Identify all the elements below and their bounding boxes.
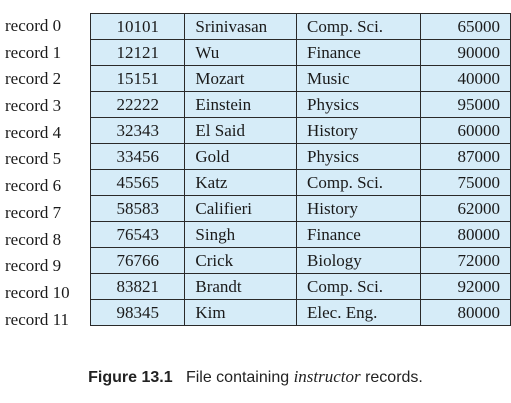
table-row: 33456 Gold Physics 87000 [89, 143, 511, 170]
records-table: 10101 Srinivasan Comp. Sci. 65000 12121 Wu Fin… [89, 13, 511, 326]
id-cell: 33456 [89, 143, 186, 170]
table-row: 76543 Singh Finance 80000 [89, 221, 511, 248]
table-row: 12121 Wu Finance 90000 [89, 39, 511, 66]
salary-cell: 87000 [420, 143, 511, 170]
name-cell: Singh [184, 221, 298, 248]
record-label: record 8 [5, 229, 62, 249]
id-cell: 83821 [89, 273, 186, 300]
dept-cell: Physics [296, 143, 422, 170]
figure-caption: Figure 13.1 File containing instructor r… [0, 367, 511, 387]
salary-cell: 62000 [420, 195, 511, 222]
name-cell: Califieri [184, 195, 298, 222]
salary-cell: 60000 [420, 117, 511, 144]
table-row: 22222 Einstein Physics 95000 [89, 91, 511, 118]
record-label: record 9 [5, 256, 62, 276]
record-label: record 7 [5, 202, 62, 222]
name-cell: Gold [184, 143, 298, 170]
id-cell: 45565 [89, 169, 186, 196]
salary-cell: 92000 [420, 273, 511, 300]
salary-cell: 75000 [420, 169, 511, 196]
name-cell: El Said [184, 117, 298, 144]
table-row: 15151 Mozart Music 40000 [89, 65, 511, 92]
dept-cell: Comp. Sci. [296, 273, 422, 300]
id-cell: 98345 [89, 299, 186, 326]
table-row: 76766 Crick Biology 72000 [89, 247, 511, 274]
id-cell: 76766 [89, 247, 186, 274]
table-row: 32343 El Said History 60000 [89, 117, 511, 144]
dept-cell: History [296, 117, 422, 144]
dept-cell: Comp. Sci. [296, 169, 422, 196]
name-cell: Einstein [184, 91, 298, 118]
dept-cell: Comp. Sci. [296, 13, 422, 40]
salary-cell: 65000 [420, 13, 511, 40]
record-label: record 2 [5, 69, 62, 89]
dept-cell: Elec. Eng. [296, 299, 422, 326]
table-row: 83821 Brandt Comp. Sci. 92000 [89, 273, 511, 300]
record-label: record 10 [5, 282, 70, 302]
record-label: record 0 [5, 16, 62, 35]
salary-cell: 40000 [420, 65, 511, 92]
salary-cell: 72000 [420, 247, 511, 274]
record-label: record 4 [5, 122, 62, 142]
table-row: 58583 Califieri History 62000 [89, 195, 511, 222]
name-cell: Katz [184, 169, 298, 196]
table-row: 45565 Katz Comp. Sci. 75000 [89, 169, 511, 196]
caption-text-after: records. [365, 369, 423, 386]
salary-cell: 95000 [420, 91, 511, 118]
dept-cell: History [296, 195, 422, 222]
dept-cell: Biology [296, 247, 422, 274]
id-cell: 10101 [89, 13, 186, 40]
salary-cell: 90000 [420, 39, 511, 66]
name-cell: Srinivasan [184, 13, 298, 40]
table-row: 10101 Srinivasan Comp. Sci. 65000 [89, 13, 511, 40]
id-cell: 58583 [89, 195, 186, 222]
id-cell: 32343 [89, 117, 186, 144]
dept-cell: Finance [296, 221, 422, 248]
caption-italic: instructor [293, 367, 361, 386]
name-cell: Kim [184, 299, 298, 326]
caption-text-before: File containing [185, 369, 290, 386]
name-cell: Brandt [184, 273, 298, 300]
record-label: record 1 [5, 42, 62, 62]
id-cell: 15151 [89, 65, 186, 92]
caption-number: Figure 13.1 [88, 369, 173, 386]
record-label: record 5 [5, 149, 62, 169]
id-cell: 76543 [89, 221, 186, 248]
record-label: record 6 [5, 176, 62, 196]
dept-cell: Physics [296, 91, 422, 118]
dept-cell: Finance [296, 39, 422, 66]
salary-cell: 80000 [420, 299, 511, 326]
id-cell: 12121 [89, 39, 186, 66]
id-cell: 22222 [89, 91, 186, 118]
name-cell: Mozart [184, 65, 298, 92]
record-labels: record 0 record 1 record 2 record 3 record 4… [5, 13, 91, 333]
salary-cell: 80000 [420, 221, 511, 248]
record-label: record 11 [5, 309, 70, 329]
name-cell: Wu [184, 39, 298, 66]
dept-cell: Music [296, 65, 422, 92]
record-label: record 3 [5, 96, 62, 116]
table-row: 98345 Kim Elec. Eng. 80000 [89, 299, 511, 326]
name-cell: Crick [184, 247, 298, 274]
